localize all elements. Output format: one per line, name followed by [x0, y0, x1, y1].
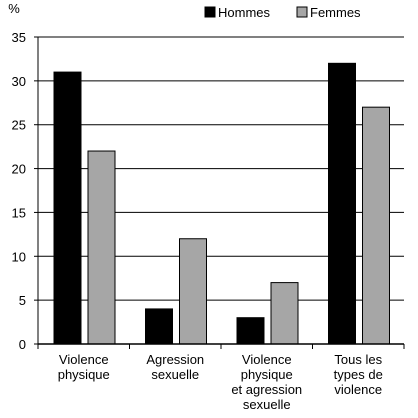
category-label-line: et agression: [231, 382, 302, 397]
category-label-line: Violence: [242, 352, 292, 367]
category-label: Tous les types de violence: [334, 352, 383, 397]
category-label: Violence physique et agression sexuelle: [231, 352, 302, 412]
bar-hommes-0: [53, 71, 82, 345]
y-tick-label: 0: [19, 337, 26, 352]
category-label-line: Tous les: [334, 352, 382, 367]
bar-hommes-1: [145, 308, 173, 345]
legend-swatch-femmes: [296, 6, 308, 18]
category-label-line: Violence: [59, 352, 109, 367]
category-label-line: Agression: [146, 352, 204, 367]
legend-swatch-hommes: [204, 6, 216, 18]
category-label-line: physique: [241, 367, 293, 382]
bar-femmes-3: [362, 106, 390, 345]
category-label: Violence physique: [58, 352, 110, 382]
y-tick-label: 30: [12, 74, 26, 89]
legend-label-femmes: Femmes: [310, 5, 361, 20]
category-label: Agression sexuelle: [146, 352, 204, 382]
category-label-line: types de: [334, 367, 383, 382]
category-label-line: sexuelle: [243, 397, 291, 412]
bar-hommes-3: [328, 62, 356, 345]
category-label-line: physique: [58, 367, 110, 382]
category-label-line: sexuelle: [151, 367, 199, 382]
y-tick-label: 35: [12, 30, 26, 45]
y-tick-label: 15: [12, 205, 26, 220]
y-unit-label: %: [8, 1, 20, 16]
y-tick-label: 25: [12, 118, 26, 133]
y-tick-label: 10: [12, 249, 26, 264]
bar-femmes-2: [270, 282, 299, 345]
bar-femmes-1: [179, 238, 207, 345]
category-label-line: violence: [334, 382, 382, 397]
y-tick-label: 20: [12, 162, 26, 177]
bar-hommes-2: [236, 317, 265, 345]
y-tick-label: 5: [19, 293, 26, 308]
bar-femmes-0: [87, 150, 116, 345]
legend-label-hommes: Hommes: [218, 5, 271, 20]
